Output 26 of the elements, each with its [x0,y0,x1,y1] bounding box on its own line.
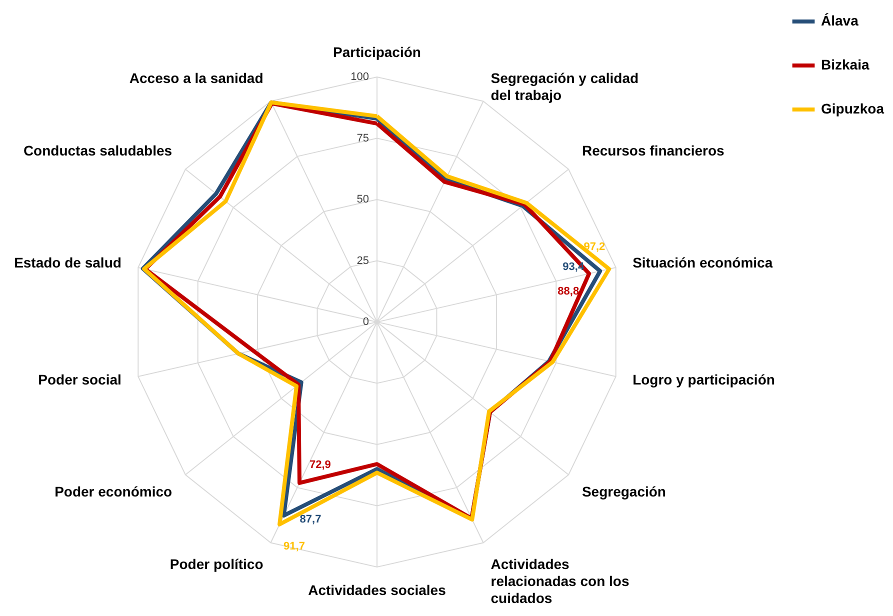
data-label: 87,7 [300,514,322,526]
y-tick-label: 0 [362,316,369,328]
spoke-label: Situación económica [632,254,773,271]
spoke-label: Segregación y calidad del trabajo [490,70,639,103]
data-label: 72,9 [310,458,331,471]
data-label: 91,7 [284,540,305,552]
legend-label: Álava [821,12,859,28]
data-label: 88,8 [558,286,580,298]
spoke-label: Actividades relacionadas con los cuidados [490,556,630,606]
spoke-label: Estado de salud [14,254,122,271]
spoke-label: Poder económico [54,483,172,500]
y-tick-label: 25 [356,254,369,267]
spoke-label: Poder político [170,556,264,572]
y-tick-label: 50 [356,194,369,206]
y-tick-label: 100 [350,71,369,83]
spoke-label: Actividades sociales [308,582,446,598]
legend-label: Bizkaia [821,56,870,72]
spoke-label: Logro y participación [632,371,775,388]
spoke-label: Recursos financieros [582,142,725,159]
y-tick-label: 75 [356,132,369,144]
spoke-label: Conductas saludables [23,142,172,159]
spoke-label: Segregación [582,483,666,500]
spoke-label: Acceso a la sanidad [129,70,264,86]
spoke-label: Poder social [38,371,122,388]
spoke-label: Participación [333,44,421,60]
legend-label: Gipuzkoa [821,100,884,116]
